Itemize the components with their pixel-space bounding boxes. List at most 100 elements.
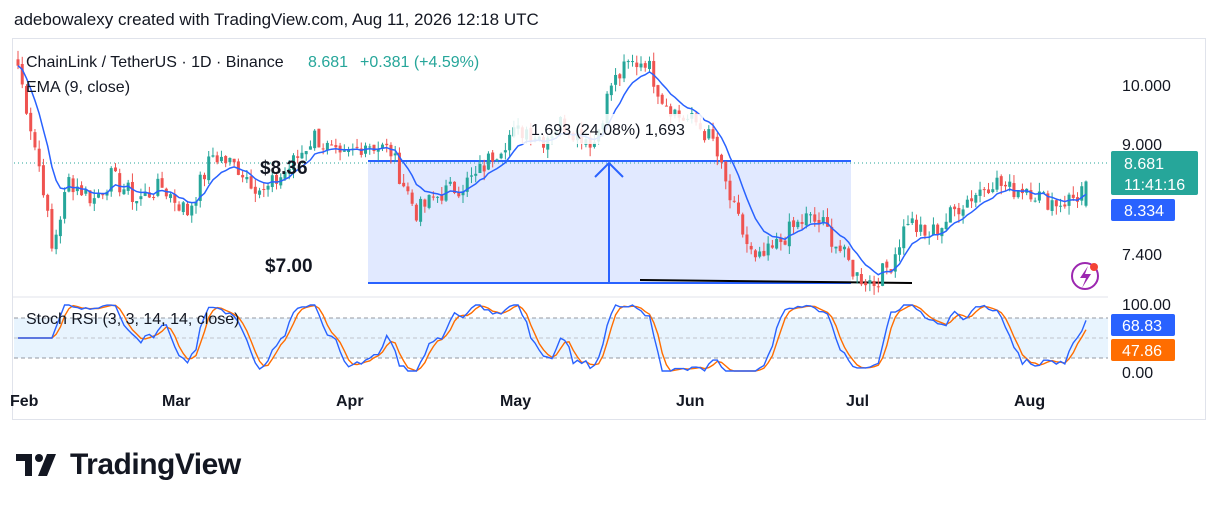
candle (961, 209, 965, 216)
candle (372, 144, 376, 151)
candle (647, 60, 651, 70)
symbol-price: 8.681 (308, 54, 348, 71)
price-tick-9000: 9.000 (1122, 137, 1162, 154)
candle (63, 192, 67, 219)
candle (241, 174, 245, 178)
candle (758, 251, 762, 257)
symbol-legend[interactable]: ChainLink / TetherUS · 1D · Binance 8.68… (26, 54, 479, 96)
candle (181, 202, 185, 213)
time-label-mar: Mar (162, 393, 190, 410)
candle (652, 61, 656, 87)
time-label-feb: Feb (10, 393, 39, 410)
candle (703, 131, 707, 141)
candle (643, 63, 647, 68)
candle (478, 163, 482, 174)
candle (495, 159, 499, 161)
candle (20, 63, 24, 85)
candle (164, 188, 168, 197)
tradingview-logo[interactable]: TradingView (16, 448, 241, 482)
candle (775, 238, 779, 249)
candle (910, 218, 914, 224)
candle (122, 189, 126, 195)
candle (453, 181, 457, 194)
candle (194, 201, 198, 206)
stoch-d-value: 47.86 (1122, 343, 1162, 360)
candle (715, 136, 719, 157)
candle (859, 273, 863, 285)
candle (728, 180, 732, 201)
candle (118, 173, 122, 193)
candle (283, 171, 287, 179)
lightning-icon[interactable] (1071, 262, 1099, 290)
annotation-upper: $8.36 (260, 158, 308, 179)
candle (872, 281, 876, 287)
candle (232, 158, 236, 163)
candle (707, 129, 711, 139)
candle (482, 165, 486, 172)
candle (436, 196, 440, 198)
candle (33, 132, 37, 148)
candle (792, 220, 796, 227)
candle (736, 202, 740, 214)
stoch-tick-0: 0.00 (1122, 365, 1153, 382)
candle (669, 106, 673, 117)
candle (499, 153, 503, 159)
candle (342, 150, 346, 152)
candle (953, 206, 957, 210)
candle (847, 248, 851, 260)
price-chart[interactable]: 1.693 (24.08%) 1,693 $8.36 $7.00 ChainLi… (0, 0, 1220, 420)
candle (202, 174, 206, 180)
candle (135, 201, 139, 204)
candle (838, 245, 842, 252)
candle (830, 226, 834, 247)
candle (1054, 200, 1058, 207)
symbol-name: ChainLink / TetherUS · 1D · Binance (26, 54, 284, 71)
candle (347, 149, 351, 153)
candle (720, 154, 724, 163)
candle (359, 148, 363, 155)
candle (173, 194, 177, 203)
candle (334, 145, 338, 148)
candle (224, 156, 228, 164)
candle (461, 191, 465, 196)
time-label-may: May (500, 393, 531, 410)
candle (503, 150, 507, 153)
candle (809, 214, 813, 216)
candle (410, 192, 414, 204)
candle (631, 61, 635, 63)
price-tick-7400: 7.400 (1122, 247, 1162, 264)
candle (592, 142, 596, 147)
candle (664, 105, 668, 107)
measure-label: 1.693 (24.08%) 1,693 (531, 122, 685, 139)
time-label-aug: Aug (1014, 393, 1045, 410)
candle (308, 146, 312, 150)
candle (868, 280, 872, 284)
candle (1003, 184, 1007, 187)
candle (58, 219, 62, 237)
candle (821, 217, 825, 224)
candle (834, 246, 838, 249)
candle (88, 190, 92, 204)
candle (732, 200, 736, 202)
candle (609, 85, 613, 96)
stoch-label: Stoch RSI (3, 3, 14, 14, close) (26, 311, 239, 328)
candle (614, 74, 618, 85)
candle (296, 156, 300, 158)
ema-price-value: 8.334 (1124, 203, 1164, 220)
attribution-header: adebowalexy created with TradingView.com… (14, 10, 539, 29)
candle (796, 221, 800, 228)
annotation-lower: $7.00 (265, 256, 313, 277)
candle (944, 221, 948, 230)
candle (673, 109, 677, 116)
measure-label-box (513, 114, 703, 144)
candle (321, 148, 325, 150)
candle (1016, 190, 1020, 198)
candle (402, 182, 406, 187)
candle (936, 224, 940, 235)
candle (219, 156, 223, 162)
candle (813, 214, 817, 222)
candle (804, 213, 808, 226)
candle (300, 152, 304, 159)
candle (368, 146, 372, 148)
candle (1071, 194, 1075, 198)
